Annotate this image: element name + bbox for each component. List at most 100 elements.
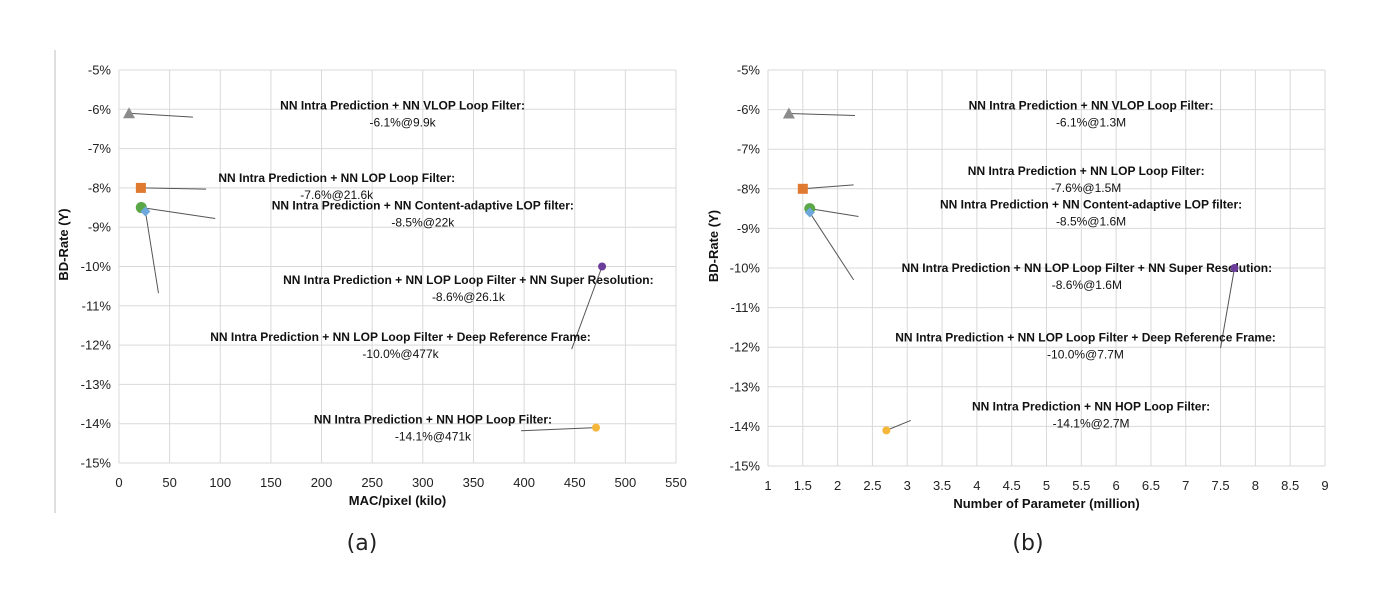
annotation-value-lop: -7.6%@21.6k xyxy=(300,188,374,202)
x-axis-title: MAC/pixel (kilo) xyxy=(349,493,447,508)
leader-line-super_res xyxy=(809,212,855,281)
annotation-name-lop: NN Intra Prediction + NN LOP Loop Filter… xyxy=(218,171,455,185)
x-tick-label: 8.5 xyxy=(1281,478,1299,493)
x-tick-label: 7 xyxy=(1182,478,1189,493)
annotation-name-content_lop: NN Intra Prediction + NN Content-adaptiv… xyxy=(272,199,574,213)
x-tick-label: 0 xyxy=(115,475,122,490)
leader-line-vlop xyxy=(128,112,193,118)
x-tick-label: 1.5 xyxy=(794,478,812,493)
leader-line-vlop xyxy=(788,113,856,117)
y-tick-label: -9% xyxy=(88,220,112,235)
annotation-name-deep_ref: NN Intra Prediction + NN LOP Loop Filter… xyxy=(210,330,591,344)
x-tick-label: 9 xyxy=(1321,478,1328,493)
y-tick-label: -11% xyxy=(82,298,112,313)
y-tick-label: -7% xyxy=(737,142,761,157)
leader-line-deep_ref xyxy=(1220,267,1235,349)
y-tick-label: -8% xyxy=(88,180,112,195)
y-tick-label: -6% xyxy=(88,102,112,117)
y-tick-label: -5% xyxy=(88,63,112,78)
y-tick-label: -10% xyxy=(730,261,761,276)
y-tick-label: -13% xyxy=(81,377,112,392)
x-tick-label: 250 xyxy=(361,475,383,490)
y-tick-label: -11% xyxy=(731,300,761,315)
y-tick-label: -6% xyxy=(737,102,761,117)
x-tick-label: 100 xyxy=(209,475,231,490)
x-tick-label: 5.5 xyxy=(1072,478,1090,493)
annotation-value-content_lop: -8.5%@1.6M xyxy=(1056,215,1126,229)
x-tick-label: 350 xyxy=(463,475,485,490)
data-point-deep_ref xyxy=(1230,264,1239,272)
x-tick-label: 2 xyxy=(834,478,841,493)
chart-panel-a: -5% -6% -7% -8% -9% -10% -11% -12% -13% -14% -15%0… xyxy=(56,63,687,557)
annotation-value-deep_ref: -10.0%@7.7M xyxy=(1047,347,1124,361)
data-point-vlop xyxy=(782,107,795,119)
y-tick-label: -12% xyxy=(730,340,761,355)
y-tick-label: -9% xyxy=(737,221,761,236)
x-tick-label: 4.5 xyxy=(1003,478,1021,493)
annotation-value-hop: -14.1%@471k xyxy=(395,430,472,444)
y-tick-label: -15% xyxy=(730,459,761,474)
x-tick-label: 7.5 xyxy=(1212,478,1230,493)
data-point-deep_ref xyxy=(598,262,607,271)
annotation-name-hop: NN Intra Prediction + NN HOP Loop Filter… xyxy=(972,400,1210,414)
y-axis-title: BD-Rate (Y) xyxy=(56,208,71,280)
x-tick-label: 2.5 xyxy=(863,478,881,493)
data-point-lop xyxy=(135,182,146,193)
data-point-vlop xyxy=(123,107,136,119)
annotation-name-vlop: NN Intra Prediction + NN VLOP Loop Filte… xyxy=(280,98,525,112)
y-tick-label: -13% xyxy=(730,379,761,394)
y-tick-label: -14% xyxy=(730,419,761,434)
annotation-name-lop: NN Intra Prediction + NN LOP Loop Filter… xyxy=(968,164,1205,178)
annotation-name-hop: NN Intra Prediction + NN HOP Loop Filter… xyxy=(314,413,552,427)
annotation-name-content_lop: NN Intra Prediction + NN Content-adaptiv… xyxy=(940,198,1242,212)
leader-line-hop xyxy=(886,419,911,431)
annotation-value-super_res: -8.6%@26.1k xyxy=(432,290,506,304)
leader-line-super_res xyxy=(144,211,159,294)
leader-line-content_lop xyxy=(809,208,859,218)
y-tick-label: -15% xyxy=(81,456,112,471)
y-tick-label: -7% xyxy=(88,141,112,156)
annotation-value-lop: -7.6%@1.5M xyxy=(1051,181,1121,195)
x-tick-label: 6 xyxy=(1113,478,1120,493)
data-point-lop xyxy=(797,183,808,194)
x-tick-label: 150 xyxy=(260,475,282,490)
leader-line-lop xyxy=(140,187,207,190)
x-tick-label: 6.5 xyxy=(1142,478,1160,493)
data-point-hop xyxy=(882,426,891,435)
annotation-value-vlop: -6.1%@1.3M xyxy=(1056,116,1126,130)
panel-label: (a) xyxy=(347,531,378,556)
y-tick-label: -10% xyxy=(81,259,112,274)
data-point-hop xyxy=(591,423,600,432)
x-tick-label: 3.5 xyxy=(933,478,951,493)
y-axis-title: BD-Rate (Y) xyxy=(706,210,721,282)
y-tick-label: -5% xyxy=(737,63,761,78)
leader-line-content_lop xyxy=(141,207,216,220)
y-tick-label: -14% xyxy=(81,416,112,431)
data-point-super_res xyxy=(804,207,815,218)
y-tick-label: -8% xyxy=(737,181,761,196)
annotation-name-vlop: NN Intra Prediction + NN VLOP Loop Filte… xyxy=(969,99,1214,113)
annotation-name-super_res: NN Intra Prediction + NN LOP Loop Filter… xyxy=(283,273,653,287)
x-tick-label: 450 xyxy=(564,475,586,490)
annotation-name-deep_ref: NN Intra Prediction + NN LOP Loop Filter… xyxy=(895,330,1276,344)
annotation-value-vlop: -6.1%@9.9k xyxy=(369,115,436,129)
leader-line-deep_ref xyxy=(571,266,603,350)
x-tick-label: 1 xyxy=(764,478,771,493)
x-tick-label: 200 xyxy=(311,475,333,490)
y-tick-label: -12% xyxy=(81,338,112,353)
x-axis-title: Number of Parameter (million) xyxy=(953,496,1139,511)
annotation-value-super_res: -8.6%@1.6M xyxy=(1052,278,1122,292)
x-tick-label: 500 xyxy=(615,475,637,490)
x-tick-label: 400 xyxy=(513,475,535,490)
annotation-value-hop: -14.1%@2.7M xyxy=(1053,417,1130,431)
x-tick-label: 300 xyxy=(412,475,434,490)
x-tick-label: 550 xyxy=(665,475,687,490)
x-tick-label: 8 xyxy=(1252,478,1259,493)
data-point-super_res xyxy=(140,206,151,217)
x-tick-label: 4 xyxy=(973,478,980,493)
annotation-value-content_lop: -8.5%@22k xyxy=(391,216,455,230)
x-tick-label: 3 xyxy=(904,478,911,493)
leader-line-lop xyxy=(802,184,854,190)
chart-panel-b: -5%-6%-7%-8%-9%-10%-11%-12%-13%-14%-15%1… xyxy=(706,63,1329,557)
